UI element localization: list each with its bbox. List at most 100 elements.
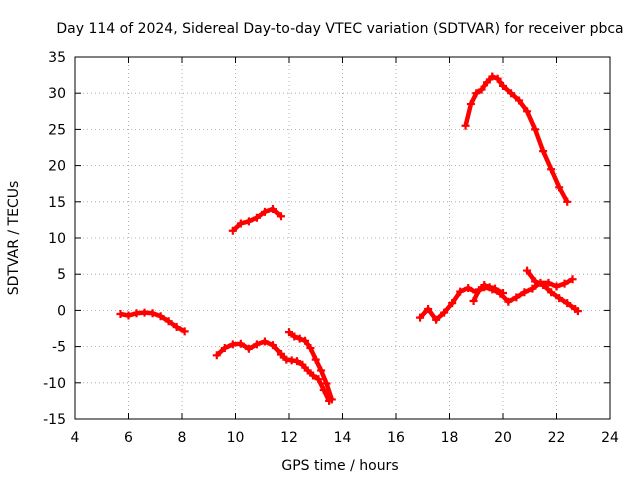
- data-point: [260, 207, 269, 216]
- data-point: [322, 379, 331, 388]
- data-point: [520, 288, 529, 297]
- data-point: [132, 309, 141, 318]
- data-point: [156, 312, 165, 321]
- data-point: [466, 100, 475, 109]
- data-point: [512, 293, 521, 302]
- data-point: [568, 275, 577, 284]
- data-point: [547, 165, 556, 174]
- data-point: [482, 78, 491, 87]
- data-point: [432, 315, 441, 324]
- grid-lines: [75, 57, 610, 419]
- data-point: [228, 226, 237, 235]
- data-point: [448, 299, 457, 308]
- data-point: [327, 395, 336, 404]
- data-point: [552, 282, 561, 291]
- series-arc-7: [463, 74, 570, 203]
- x-tick-label: 10: [227, 430, 245, 446]
- data-point: [490, 284, 499, 293]
- data-point: [480, 281, 489, 290]
- plot-frame: [74, 56, 611, 420]
- data-point: [309, 371, 318, 380]
- data-point: [293, 357, 302, 366]
- data-point: [507, 89, 516, 98]
- data-point: [148, 309, 157, 318]
- axis-ticks: [74, 56, 611, 420]
- chart-title: Day 114 of 2024, Sidereal Day-to-day VTE…: [56, 21, 623, 37]
- data-point: [268, 205, 277, 214]
- x-tick-label: 14: [334, 430, 352, 446]
- data-point: [424, 304, 433, 313]
- data-point: [461, 121, 470, 130]
- data-point: [469, 296, 478, 305]
- data-point: [314, 375, 323, 384]
- data-series: [116, 72, 582, 405]
- x-tick-label: 12: [280, 430, 298, 446]
- y-tick-label: 15: [48, 195, 66, 211]
- data-point: [539, 281, 548, 290]
- data-point: [493, 74, 502, 83]
- data-point: [555, 294, 564, 303]
- data-point: [301, 336, 310, 345]
- x-tick-label: 18: [441, 430, 459, 446]
- data-point: [515, 96, 524, 105]
- data-point: [488, 72, 497, 81]
- x-axis-label: GPS time / hours: [281, 458, 398, 474]
- data-point: [499, 289, 507, 298]
- y-axis-label: SDTVAR / TECUs: [6, 181, 22, 296]
- data-point: [563, 299, 572, 308]
- data-point: [124, 311, 133, 320]
- data-point: [172, 323, 181, 332]
- data-point: [477, 85, 486, 94]
- data-point: [260, 337, 269, 346]
- x-tick-label: 16: [387, 430, 405, 446]
- data-point: [311, 355, 320, 364]
- data-point: [474, 286, 483, 295]
- data-point: [456, 287, 465, 296]
- data-point: [244, 344, 253, 353]
- data-point: [416, 313, 425, 322]
- data-point: [472, 89, 481, 98]
- y-tick-label: 25: [48, 122, 66, 138]
- data-point: [295, 334, 304, 343]
- data-point: [276, 212, 285, 221]
- x-tick-label: 22: [548, 430, 566, 446]
- data-point: [539, 147, 548, 156]
- data-point: [244, 217, 253, 226]
- data-point: [531, 277, 540, 286]
- data-point: [528, 284, 537, 293]
- data-point: [523, 266, 532, 275]
- data-point: [252, 340, 261, 349]
- x-tick-label: 8: [178, 430, 187, 446]
- data-point: [140, 308, 149, 317]
- data-point: [544, 278, 553, 287]
- data-point: [306, 344, 315, 353]
- data-point: [499, 81, 507, 90]
- y-tick-label: -15: [43, 412, 66, 428]
- data-point: [317, 366, 326, 375]
- tick-labels: 4 6 8 10 12 14 16 18 20 22 24 -15 -10 -5 0 5 10 15 20 25 30 3…: [43, 50, 619, 446]
- data-point: [180, 327, 189, 336]
- y-tick-label: -10: [43, 376, 66, 392]
- data-point: [164, 317, 173, 326]
- data-point: [268, 341, 277, 350]
- data-point: [573, 307, 582, 316]
- x-tick-label: 24: [601, 430, 619, 446]
- data-point: [298, 360, 307, 369]
- data-point: [523, 107, 532, 116]
- x-tick-label: 6: [124, 430, 133, 446]
- data-point: [290, 332, 299, 341]
- data-point: [228, 340, 237, 349]
- data-point: [303, 366, 312, 375]
- y-tick-label: 0: [57, 303, 66, 319]
- data-point: [285, 328, 293, 337]
- y-tick-label: 30: [48, 86, 66, 102]
- x-tick-label: 4: [71, 430, 80, 446]
- x-tick-label: 20: [494, 430, 512, 446]
- data-point: [236, 219, 245, 228]
- data-point: [116, 310, 125, 319]
- data-point: [252, 213, 261, 222]
- data-point: [440, 308, 449, 317]
- data-point: [464, 283, 473, 292]
- data-point: [563, 197, 572, 206]
